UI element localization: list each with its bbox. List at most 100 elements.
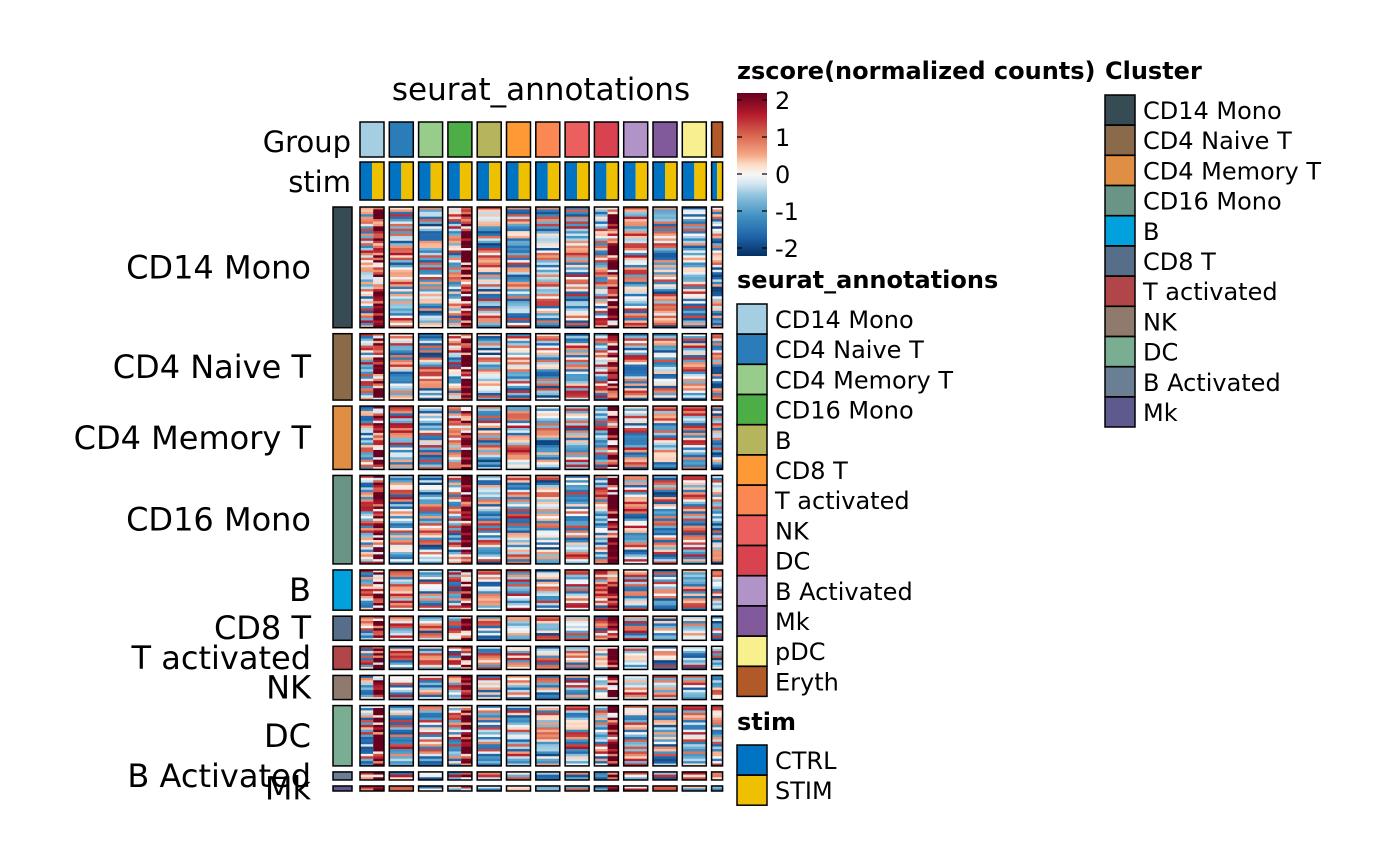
- group-annotation-cell: [535, 121, 561, 158]
- legend-label: CTRL: [775, 747, 837, 775]
- heatmap-block: [417, 405, 444, 471]
- heatmap-block: [476, 704, 502, 767]
- heatmap-block: [681, 615, 708, 642]
- zscore-tick-label: 0: [775, 161, 790, 189]
- stim-annotation-ctrl: [565, 162, 578, 200]
- heatmap-block: [593, 405, 620, 471]
- legend-swatch: [736, 424, 768, 456]
- heatmap-block: [359, 645, 385, 671]
- legend-swatch: [1104, 154, 1136, 187]
- stim-legend-title: stim: [737, 708, 796, 736]
- heatmap-block: [359, 474, 385, 565]
- heatmap-block: [710, 474, 724, 565]
- heatmap-block: [681, 474, 708, 565]
- stim-annotation-stim: [518, 162, 531, 200]
- heatmap-block: [388, 569, 415, 611]
- heatmap-block: [417, 704, 444, 767]
- stim-annotation-ctrl: [623, 162, 636, 200]
- heatmap-block: [710, 645, 724, 671]
- group-annotation-cell: [505, 121, 532, 158]
- heatmap-block: [622, 674, 649, 701]
- row-cluster-bar: [332, 785, 353, 792]
- heatmap-block: [681, 569, 708, 611]
- legend-label: CD14 Mono: [775, 306, 914, 334]
- legend-label: CD8 T: [1143, 248, 1216, 276]
- heatmap-block: [652, 332, 678, 401]
- stim-annotation-border: [535, 161, 561, 201]
- heatmap-block: [622, 645, 649, 671]
- legend-label: DC: [775, 548, 810, 576]
- heatmap-block: [359, 332, 385, 401]
- legend-label: CD4 Naive T: [1143, 127, 1292, 155]
- heatmap-block: [535, 615, 561, 642]
- heatmap-block: [681, 704, 708, 767]
- row-cluster-bar: [332, 704, 353, 767]
- stim-annotation-stim: [577, 162, 590, 200]
- heatmap-block: [359, 674, 385, 701]
- stim-annotation-border: [447, 161, 473, 201]
- stim-annotation-ctrl: [418, 162, 431, 200]
- heatmap-block: [505, 474, 532, 565]
- stim-annotation-stim: [694, 162, 707, 200]
- heatmap-block: [652, 405, 678, 471]
- stim-annotation-ctrl: [477, 162, 490, 200]
- group-annotation-cell: [417, 121, 444, 158]
- heatmap-block: [652, 704, 678, 767]
- legend-label: pDC: [775, 638, 825, 666]
- heatmap-block: [535, 704, 561, 767]
- heatmap-block: [388, 785, 415, 792]
- legend-swatch: [1104, 366, 1136, 398]
- heatmap-block: [359, 569, 385, 611]
- stim-annotation-stim: [489, 162, 502, 200]
- stim-annotation-stim: [717, 162, 723, 200]
- legend-label: B Activated: [775, 578, 913, 606]
- heatmap-block: [447, 206, 473, 329]
- chart-title: seurat_annotations: [392, 72, 690, 108]
- heatmap-block: [505, 771, 532, 781]
- heatmap-block: [564, 206, 590, 329]
- stim-annotation-stim: [459, 162, 472, 200]
- heatmap-block: [447, 771, 473, 781]
- heatmap-block: [681, 332, 708, 401]
- heatmap-block: [388, 474, 415, 565]
- legend-label: CD4 Naive T: [775, 336, 924, 364]
- stim-annotation-stim: [635, 162, 648, 200]
- group-annotation-cell: [622, 121, 649, 158]
- row-cluster-label: DC: [264, 717, 311, 755]
- heatmap-block: [535, 771, 561, 781]
- heatmap-block: [476, 615, 502, 642]
- heatmap-block: [476, 206, 502, 329]
- legend-label: T activated: [1142, 278, 1278, 306]
- stim-annotation-border: [622, 161, 649, 201]
- heatmap-block: [417, 474, 444, 565]
- zscore-legend-title: zscore(normalized counts): [737, 57, 1096, 85]
- heatmap-block: [622, 615, 649, 642]
- heatmap-block: [417, 206, 444, 329]
- legend-label: B: [1143, 218, 1159, 246]
- zscore-tick-label: -1: [775, 198, 799, 226]
- zscore-tick-label: -2: [775, 235, 799, 263]
- heatmap-block: [359, 405, 385, 471]
- heatmap-block: [476, 674, 502, 701]
- stim-annotation-ctrl: [447, 162, 460, 200]
- stim-annotation-border: [359, 161, 385, 201]
- heatmap-block: [564, 615, 590, 642]
- stim-annotation-ctrl: [653, 162, 665, 200]
- heatmap-block: [447, 645, 473, 671]
- heatmap-block: [564, 405, 590, 471]
- heatmap-block: [417, 645, 444, 671]
- stim-annotation-stim: [430, 162, 443, 200]
- row-cluster-bar: [332, 405, 353, 471]
- legend-swatch: [1104, 275, 1136, 307]
- stim-annotation-ctrl: [535, 162, 548, 200]
- group-annotation-cell: [652, 121, 678, 158]
- heatmap-block: [476, 474, 502, 565]
- group-annotation-cell: [593, 121, 620, 158]
- legend-swatch: [736, 665, 768, 698]
- legend-label: NK: [1143, 308, 1178, 336]
- legend-swatch: [1104, 245, 1136, 277]
- heatmap-block: [447, 674, 473, 701]
- heatmap-block: [710, 674, 724, 701]
- row-cluster-label: CD4 Memory T: [74, 419, 312, 457]
